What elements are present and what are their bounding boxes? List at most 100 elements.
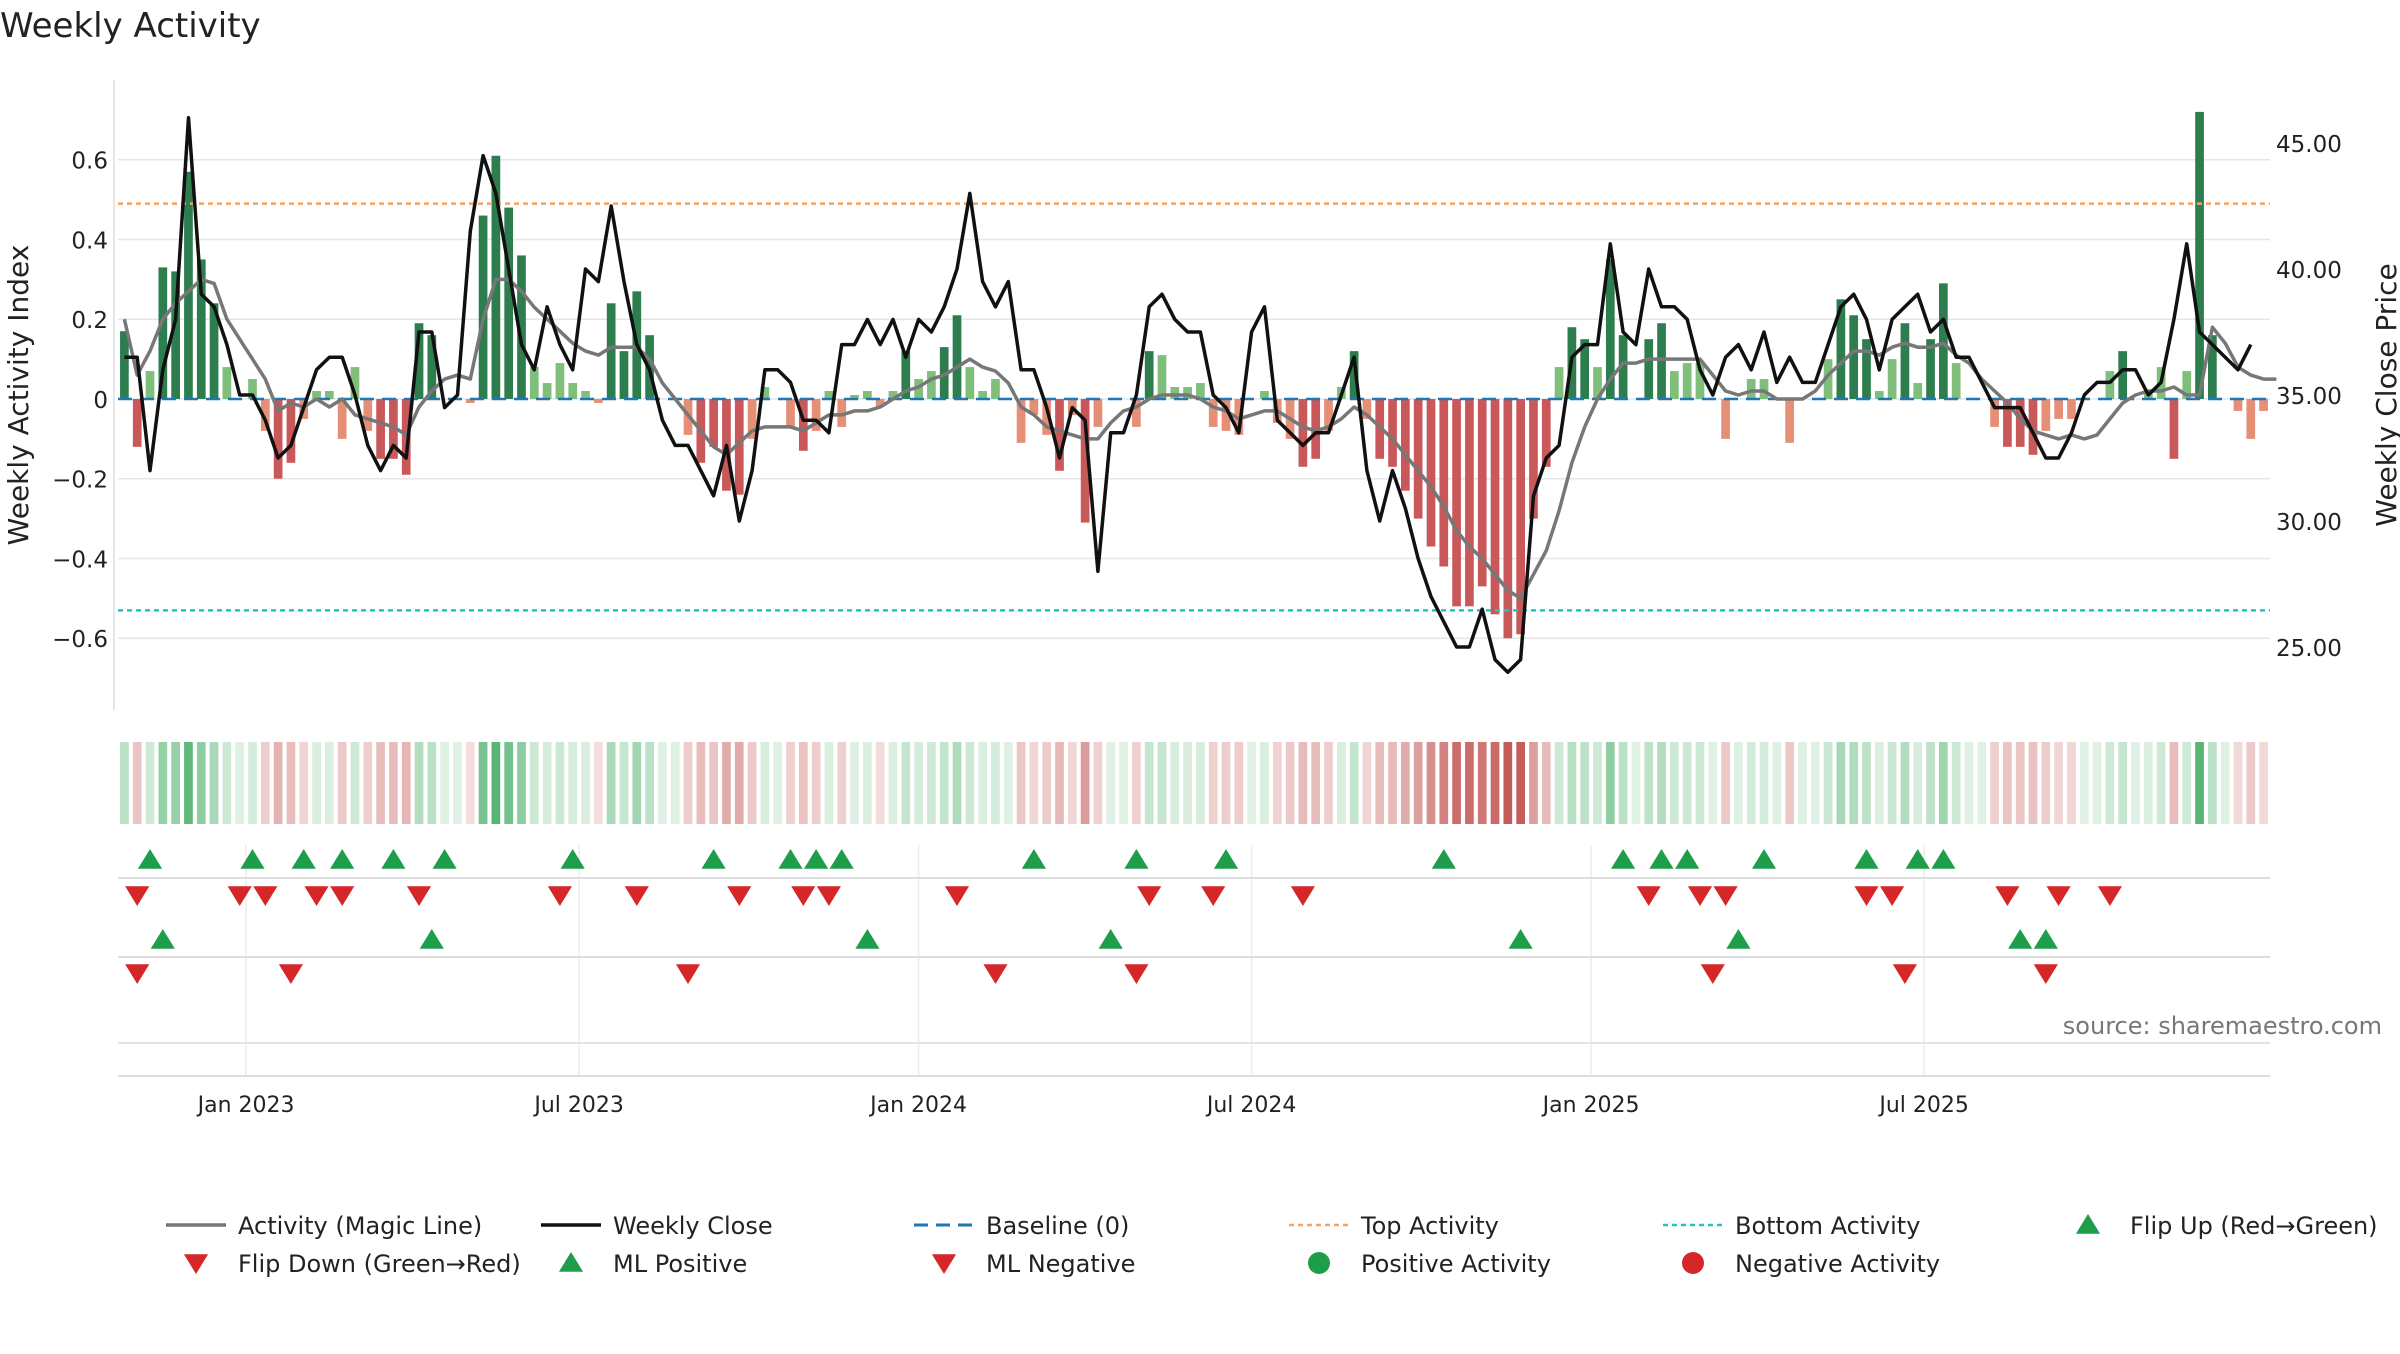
legend-swatch-triangle-up xyxy=(2075,1214,2101,1234)
activity-heat-cell xyxy=(2220,742,2230,824)
activity-heat-cell xyxy=(1042,742,1052,824)
flip-down-marker xyxy=(1880,886,1905,906)
y-axis-label-left: Weekly Activity Index xyxy=(2,245,35,546)
activity-heat-cell xyxy=(1580,742,1590,824)
activity-heat-cell xyxy=(2015,742,2025,824)
activity-bar xyxy=(2195,111,2204,399)
activity-bar xyxy=(1849,315,1859,399)
activity-heat-cell xyxy=(1016,742,1026,824)
activity-bar xyxy=(1951,363,1961,399)
activity-heat-cell xyxy=(619,742,629,824)
activity-heat-cell xyxy=(1567,742,1577,824)
activity-bar xyxy=(401,398,411,475)
activity-heat-cell xyxy=(1132,742,1141,824)
activity-bar xyxy=(1836,299,1846,399)
flip-down-marker xyxy=(1713,886,1738,906)
activity-heat-cell xyxy=(350,742,360,824)
activity-heat-cell xyxy=(1900,742,1910,824)
flip-up-marker xyxy=(560,849,585,869)
activity-heat-cell xyxy=(1298,742,1308,824)
activity-bar xyxy=(1388,398,1397,467)
activity-heat-cell xyxy=(1080,742,1090,824)
activity-bar xyxy=(1029,398,1039,415)
activity-bar xyxy=(2182,371,2192,399)
activity-heat-cell xyxy=(1336,742,1346,824)
activity-bar xyxy=(1785,398,1794,443)
activity-bar xyxy=(1452,398,1461,607)
y-tick-label-left: 0.4 xyxy=(71,228,108,254)
activity-heat-cell xyxy=(1874,742,1884,824)
activity-heat-cell xyxy=(1067,742,1077,824)
activity-bar xyxy=(1990,398,1999,427)
activity-bar xyxy=(184,171,193,399)
ml-positive-marker xyxy=(2033,929,2058,949)
activity-heat-cell xyxy=(606,742,616,824)
activity-bar xyxy=(991,379,1000,399)
activity-heat-cell xyxy=(914,742,923,824)
activity-heat-cell xyxy=(286,742,296,824)
y-tick-label-left: 0.6 xyxy=(71,149,108,175)
ml-negative-marker xyxy=(1892,964,1917,984)
y-tick-label-left: 0 xyxy=(93,388,108,414)
activity-heat-cell xyxy=(248,742,257,824)
activity-bar xyxy=(1759,379,1769,399)
activity-heat-cell xyxy=(978,742,987,824)
activity-heat-cell xyxy=(1324,742,1333,824)
flip-down-marker xyxy=(727,886,752,906)
x-tick-label: Jul 2024 xyxy=(1205,1093,1297,1118)
activity-bar xyxy=(2054,398,2063,419)
activity-heat-cell xyxy=(1708,742,1718,824)
activity-heat-cell xyxy=(760,742,770,824)
activity-bar xyxy=(1657,323,1666,399)
flip-up-marker xyxy=(432,849,457,869)
activity-heat-cell xyxy=(1913,742,1923,824)
activity-heat-cell xyxy=(1439,742,1449,824)
activity-heat-cell xyxy=(2118,742,2128,824)
activity-bar xyxy=(1349,351,1359,399)
activity-bar xyxy=(478,215,488,399)
activity-bar xyxy=(1670,371,1679,399)
activity-heat-cell xyxy=(850,742,859,824)
activity-heat-cell xyxy=(837,742,847,824)
activity-heat-cell xyxy=(1926,742,1935,824)
activity-heat-cell xyxy=(939,742,949,824)
activity-bar xyxy=(1887,359,1897,399)
activity-heat-cell xyxy=(1503,742,1513,824)
activity-heat-cell xyxy=(1426,742,1436,824)
x-tick-label: Jul 2023 xyxy=(532,1093,624,1118)
y-tick-label-left: −0.6 xyxy=(52,627,108,653)
activity-bar xyxy=(1221,398,1231,431)
activity-bar xyxy=(2259,398,2268,411)
flip-up-marker xyxy=(1675,849,1700,869)
flip-up-marker xyxy=(829,849,854,869)
activity-heat-cell xyxy=(120,742,129,824)
activity-bar xyxy=(363,398,373,431)
activity-heat-cell xyxy=(1247,742,1256,824)
activity-bar xyxy=(1900,323,1910,399)
activity-heat-cell xyxy=(1810,742,1820,824)
activity-bar xyxy=(811,398,821,431)
activity-heat-cell xyxy=(2156,742,2166,824)
activity-heat-cell xyxy=(1208,742,1218,824)
activity-bar xyxy=(1183,387,1192,399)
legend-label: Bottom Activity xyxy=(1735,1212,1920,1240)
activity-heat-cell xyxy=(901,742,911,824)
activity-heat-cell xyxy=(2131,742,2140,824)
activity-bar xyxy=(1862,339,1871,399)
activity-bar xyxy=(1682,363,1692,399)
flip-down-marker xyxy=(791,886,816,906)
activity-heat-cell xyxy=(1785,742,1794,824)
flip-up-marker xyxy=(1931,849,1956,869)
flip-down-marker xyxy=(1687,886,1713,906)
activity-heat-cell xyxy=(1605,742,1615,824)
activity-heat-cell xyxy=(1887,742,1897,824)
activity-bar xyxy=(350,367,360,399)
flip-down-marker xyxy=(2046,886,2071,906)
activity-heat-cell xyxy=(1093,742,1103,824)
activity-bar xyxy=(2233,398,2243,411)
legend-label: Positive Activity xyxy=(1361,1250,1551,1278)
activity-heat-cell xyxy=(465,742,475,824)
activity-bar xyxy=(1132,398,1141,427)
activity-bar xyxy=(1823,359,1833,399)
